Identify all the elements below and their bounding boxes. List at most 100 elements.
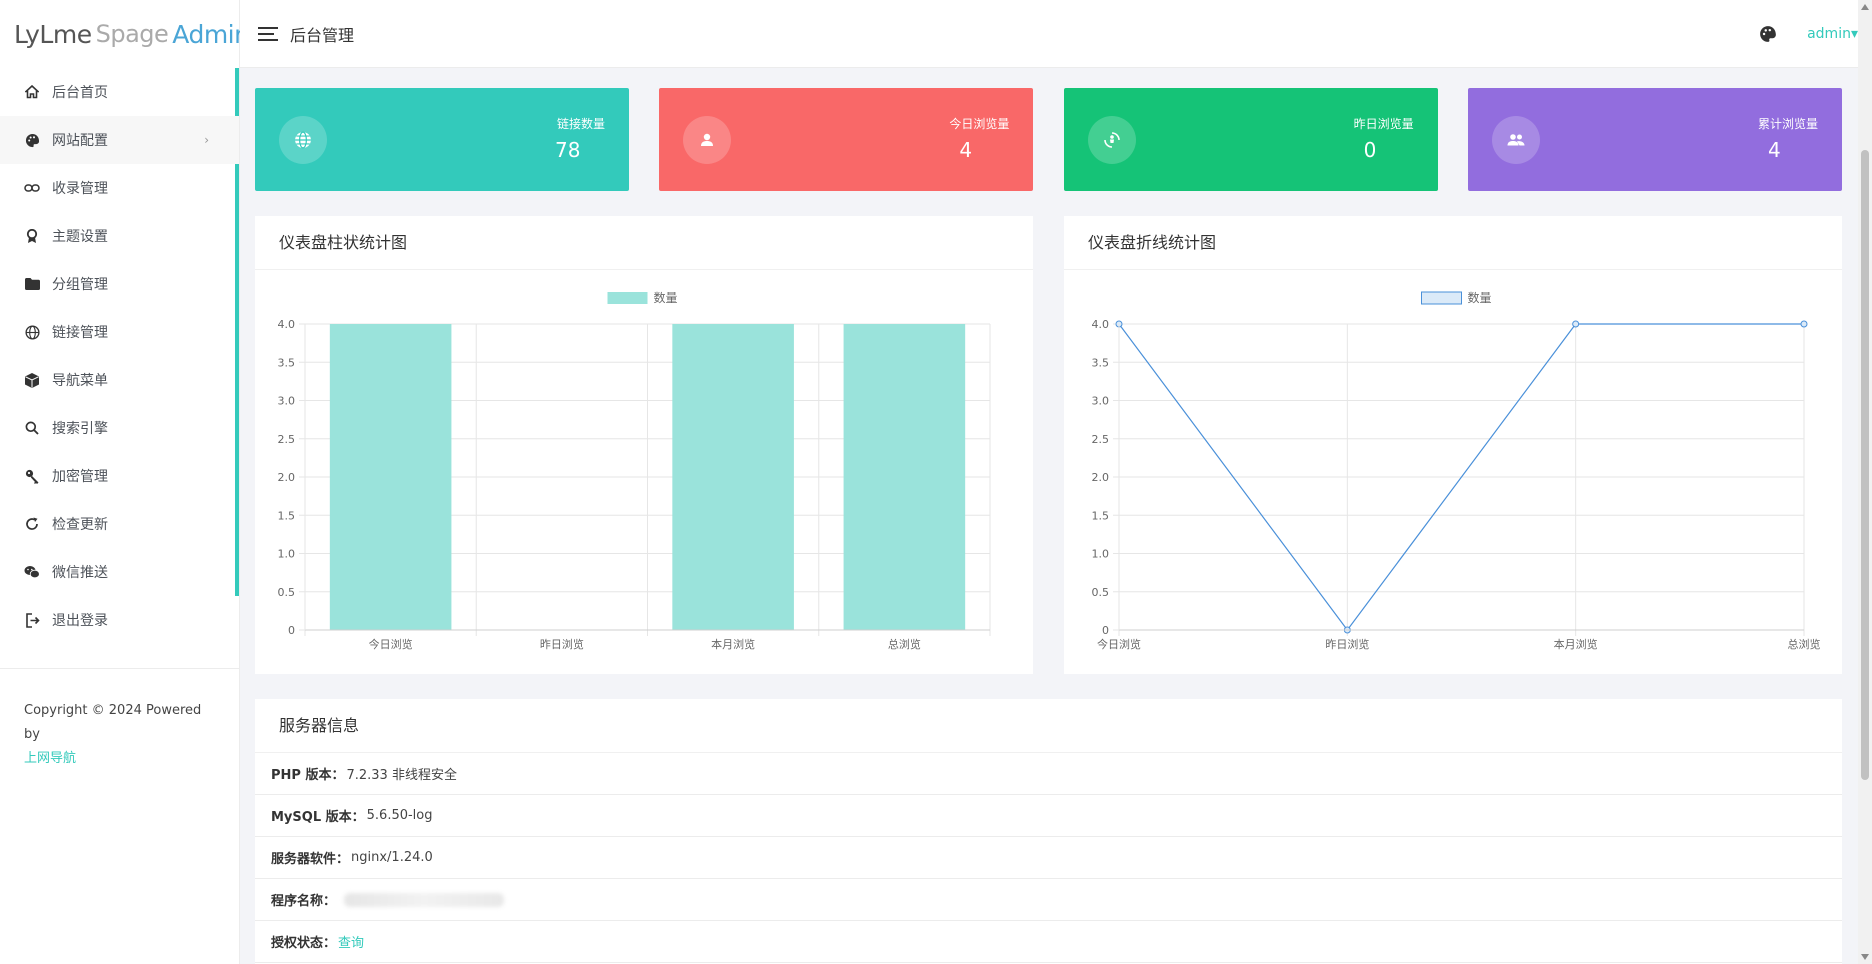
bar — [672, 324, 794, 630]
palette-icon[interactable] — [1759, 25, 1777, 43]
page-scrollbar[interactable] — [1858, 0, 1872, 964]
info-value: 7.2.33 非线程安全 — [346, 768, 457, 783]
sidebar-item-label: 后台首页 — [52, 85, 108, 101]
sidebar-item-wechat-push[interactable]: 微信推送 — [0, 548, 239, 596]
menu-toggle-icon[interactable] — [258, 26, 278, 41]
info-row-server-software: 服务器软件： nginx/1.24.0 — [255, 837, 1842, 879]
stat-card-today-views: 今日浏览量 4 — [659, 88, 1034, 191]
x-tick-label: 昨日浏览 — [1325, 637, 1369, 651]
y-tick-label: 0 — [288, 624, 295, 637]
x-tick-label: 本月浏览 — [1554, 637, 1598, 651]
y-tick-label: 2.0 — [278, 471, 296, 484]
server-info-title: 服务器信息 — [255, 699, 1842, 753]
legend-swatch — [607, 292, 648, 304]
scroll-down-icon[interactable] — [1861, 954, 1869, 960]
user-menu[interactable]: admin▾ — [1807, 25, 1858, 42]
header-right: admin▾ — [1759, 25, 1858, 43]
x-tick-label: 今日浏览 — [1097, 637, 1141, 651]
y-tick-label: 3.0 — [278, 395, 296, 408]
stat-cards: 链接数量 78 今日浏览量 4 昨日浏览量 0 累计浏览量 4 — [255, 88, 1842, 191]
y-tick-label: 0.5 — [278, 586, 296, 599]
wechat-icon — [24, 564, 40, 580]
stat-label: 昨日浏览量 — [1353, 117, 1414, 131]
active-indicator-lower — [235, 164, 239, 596]
bar-chart-title: 仪表盘柱状统计图 — [255, 216, 1033, 270]
line-chart-panel: 仪表盘折线统计图 数量 0 0.5 1.0 1.5 2.0 2.5 3.0 3.5 4.0 今日浏览… — [1064, 216, 1842, 674]
bar-chart-panel: 仪表盘柱状统计图 数量 0 0.5 1.0 1.5 2.0 2.5 3.0 3.5 4.0 今日浏览… — [255, 216, 1033, 674]
sidebar-item-search-engines[interactable]: 搜索引擎 — [0, 404, 239, 452]
bar — [843, 324, 966, 630]
sidebar-item-groups[interactable]: 分组管理 — [0, 260, 239, 308]
sidebar-item-submissions[interactable]: 收录管理 — [0, 164, 239, 212]
legend-label: 数量 — [1468, 290, 1492, 305]
users-icon — [1491, 116, 1540, 164]
x-tick-label: 本月浏览 — [711, 637, 755, 651]
y-tick-label: 3.5 — [278, 356, 296, 369]
y-tick-label: 1.0 — [278, 548, 296, 561]
cube-icon — [24, 372, 40, 388]
folder-icon — [24, 276, 40, 292]
redacted-value — [344, 892, 505, 907]
info-label: PHP 版本： — [271, 768, 345, 783]
info-value: nginx/1.24.0 — [351, 850, 433, 865]
y-tick-label: 1.5 — [1092, 509, 1110, 522]
key-icon — [24, 468, 40, 484]
stat-value: 4 — [1767, 138, 1781, 162]
active-indicator — [235, 68, 239, 116]
sidebar-item-label: 退出登录 — [52, 613, 108, 629]
user-icon — [683, 116, 732, 164]
globe-icon — [24, 324, 40, 340]
sidebar-item-home[interactable]: 后台首页 — [0, 68, 239, 116]
data-point — [1800, 320, 1808, 328]
sidebar-item-label: 微信推送 — [52, 565, 108, 581]
header-title: 后台管理 — [290, 25, 355, 45]
stat-label: 累计浏览量 — [1757, 117, 1818, 131]
scroll-up-icon[interactable] — [1861, 4, 1869, 10]
brand-logo[interactable]: LyLme Spage Admin — [0, 0, 250, 68]
scrollbar-thumb[interactable] — [1861, 150, 1869, 780]
sidebar-item-nav-menu[interactable]: 导航菜单 — [0, 356, 239, 404]
search-icon — [24, 420, 40, 436]
sidebar-item-label: 检查更新 — [52, 517, 108, 533]
palette-icon — [24, 132, 40, 148]
logo-part-lylme: LyLme — [14, 19, 92, 49]
link-icon — [24, 180, 40, 196]
data-point — [1572, 320, 1580, 328]
logo-part-admin: Admin — [172, 19, 250, 49]
y-tick-label: 0 — [1102, 624, 1109, 637]
sidebar-item-encryption[interactable]: 加密管理 — [0, 452, 239, 500]
sidebar-item-check-update[interactable]: 检查更新 — [0, 500, 239, 548]
copyright-link[interactable]: 上网导航 — [24, 751, 77, 766]
stat-card-total-views: 累计浏览量 4 — [1467, 88, 1842, 191]
y-tick-label: 2.0 — [1092, 471, 1110, 484]
sidebar-item-label: 网站配置 — [52, 133, 108, 149]
line-chart: 数量 0 0.5 1.0 1.5 2.0 2.5 3.0 3.5 4.0 今日浏览 昨日浏览 本月浏览 总… — [1092, 290, 1821, 651]
y-tick-label: 2.5 — [278, 433, 296, 446]
logout-icon — [24, 612, 40, 628]
y-tick-label: 3.5 — [1092, 356, 1110, 369]
walk-icon — [1087, 116, 1136, 164]
chevron-right-icon: › — [204, 133, 209, 147]
stat-value: 4 — [959, 138, 973, 162]
home-icon — [24, 84, 40, 100]
y-tick-label: 2.5 — [1092, 433, 1110, 446]
copyright: Copyright © 2024 Powered by 上网导航 — [0, 668, 239, 801]
stat-label: 今日浏览量 — [949, 117, 1010, 131]
sidebar-item-logout[interactable]: 退出登录 — [0, 596, 239, 644]
x-tick-label: 总浏览 — [1788, 637, 1821, 651]
award-icon — [24, 228, 40, 244]
y-tick-label: 1.5 — [278, 509, 296, 522]
stat-value: 78 — [555, 138, 581, 162]
series-line — [1118, 323, 1804, 632]
sidebar-item-label: 搜索引擎 — [52, 421, 108, 437]
sidebar-item-links[interactable]: 链接管理 — [0, 308, 239, 356]
x-tick-label: 昨日浏览 — [540, 637, 584, 651]
legend-swatch — [1421, 291, 1462, 305]
sidebar-item-label: 加密管理 — [52, 469, 108, 485]
stat-card-links: 链接数量 78 — [255, 88, 629, 191]
sidebar-item-theme[interactable]: 主题设置 — [0, 212, 239, 260]
license-query-link[interactable]: 查询 — [338, 936, 365, 951]
sidebar-item-site-config[interactable]: 网站配置 › — [0, 116, 239, 164]
x-tick-label: 总浏览 — [888, 637, 921, 651]
legend-label: 数量 — [654, 290, 678, 305]
